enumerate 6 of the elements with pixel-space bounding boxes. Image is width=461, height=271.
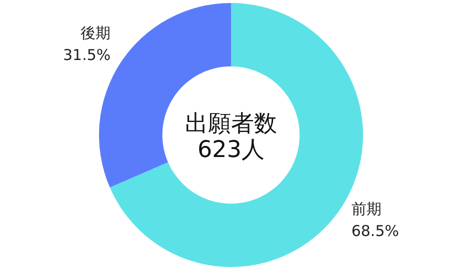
slice-label: 前期	[351, 200, 382, 218]
text: 出願者数	[185, 111, 277, 137]
data-label: 68.5%	[351, 222, 400, 240]
text: 623人	[198, 137, 264, 163]
data-label: 31.5%	[62, 46, 111, 64]
slice-label: 後期	[80, 24, 111, 42]
